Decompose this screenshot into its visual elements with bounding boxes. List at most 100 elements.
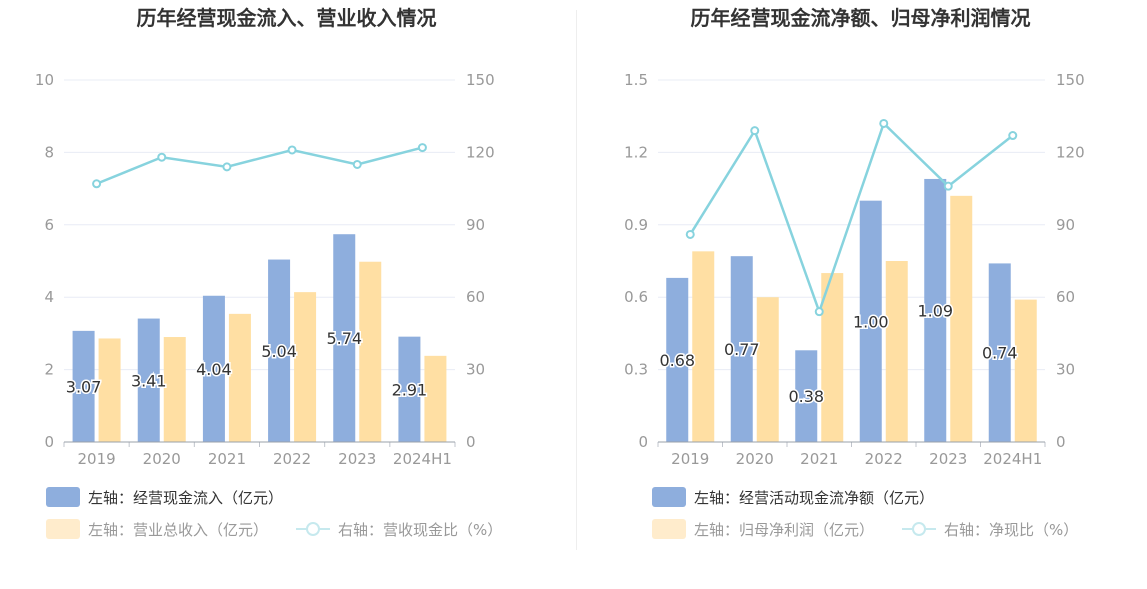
y-right-tick-label: 30 [466,361,485,379]
bar-secondary [228,313,251,442]
bar-primary [398,336,421,442]
legend-item-net-cash-ratio[interactable]: 右轴：净现比（%） [902,518,1078,540]
bar-secondary [1014,299,1037,442]
y-left-tick-label: 10 [35,71,54,89]
bar-primary [730,256,753,442]
line-point [943,181,953,191]
bar-primary [666,277,689,442]
bar-secondary [294,292,317,442]
y-left-tick-label: 2 [44,361,54,379]
legend-item-cash-ratio[interactable]: 右轴：营收现金比（%） [296,518,502,540]
legend-swatch-bar1 [652,487,686,507]
legend-item-cash-inflow[interactable]: 左轴：经营现金流入（亿元） [46,486,283,508]
line-point [685,229,695,239]
bar-primary [137,318,160,442]
x-tick-label: 2024H1 [393,450,452,468]
legend-swatch-line [296,519,330,539]
y-right-tick-label: 90 [466,216,485,234]
y-left-tick-label: 0.9 [624,216,648,234]
chart-title: 历年经营现金流净额、归母净利润情况 [690,6,1031,30]
y-left-tick-label: 0 [638,433,648,451]
legend-label-line: 右轴：净现比（%） [944,520,1079,539]
legend-swatch-bar1 [46,487,80,507]
bar-secondary [98,338,121,442]
line-point [92,179,102,189]
bar-primary [333,234,356,442]
line-point [814,307,824,317]
line-point [879,118,889,128]
data-label: 0.38 [788,387,824,406]
line-point [750,126,760,136]
x-tick-label: 2021 [208,450,246,468]
legend-item-revenue[interactable]: 左轴：营业总收入（亿元） [46,518,268,540]
x-tick-label: 2023 [338,450,376,468]
line-point [222,162,232,172]
legend-swatch-line [902,519,936,539]
data-label: 0.74 [982,344,1018,363]
bar-primary [795,350,818,442]
bar-secondary [359,261,382,442]
bar-secondary [821,273,844,442]
y-left-tick-label: 0.6 [624,288,648,306]
bar-secondary [950,195,973,442]
x-tick-label: 2021 [800,450,838,468]
data-label: 1.09 [917,301,953,320]
legend-label-line: 右轴：营收现金比（%） [338,520,503,539]
data-label: 5.74 [326,329,362,348]
bar-primary [268,259,291,442]
legend-item-net-profit[interactable]: 左轴：归母净利润（亿元） [652,518,874,540]
line-point [352,159,362,169]
y-left-tick-label: 6 [44,216,54,234]
chart-svg-cashflow-revenue: 0 2 4 6 8 10 0 30 60 90 120 150 2019 2020 2021 2022 2023… [35,71,495,468]
x-tick-label: 2019 [77,450,115,468]
y-right-tick-label: 0 [466,433,476,451]
x-tick-label: 2024H1 [983,450,1042,468]
bar-secondary [692,251,715,442]
y-right-tick-label: 120 [1056,143,1085,161]
y-right-tick-label: 0 [1056,433,1066,451]
y-right-tick-label: 90 [1056,216,1075,234]
y-left-tick-label: 0 [44,433,54,451]
panel-divider [576,10,577,550]
legend-label-bar2: 左轴：营业总收入（亿元） [88,520,269,539]
x-tick-label: 2022 [273,450,311,468]
legend-swatch-bar2 [652,519,686,539]
y-right-tick-label: 60 [466,288,485,306]
bar-primary [924,178,947,443]
bar-secondary [885,261,908,442]
bar-secondary [163,337,186,442]
legend-swatch-bar2 [46,519,80,539]
x-tick-label: 2020 [143,450,181,468]
bar-primary [859,200,882,442]
legend-item-net-cashflow[interactable]: 左轴：经营活动现金流净额（亿元） [652,486,934,508]
chart-svg-netcash-profit: 0 0.3 0.6 0.9 1.2 1.5 0 30 60 90 120 150 2019 2020 202… [624,71,1085,468]
x-tick-label: 2019 [671,450,709,468]
legend-label-bar1: 左轴：经营活动现金流净额（亿元） [694,488,935,507]
line-series [96,146,423,185]
line-point [287,145,297,155]
y-left-tick-label: 4 [44,288,54,306]
data-label: 0.77 [724,340,760,359]
bar-secondary [424,355,447,442]
line-point [1008,131,1018,141]
legend-label-bar1: 左轴：经营现金流入（亿元） [88,488,284,507]
y-left-tick-label: 1.2 [624,143,648,161]
line-point [157,152,167,162]
y-left-tick-label: 1.5 [624,71,648,89]
y-right-tick-label: 150 [466,71,495,89]
y-left-tick-label: 8 [44,143,54,161]
bar-primary [72,330,95,442]
y-right-tick-label: 30 [1056,361,1075,379]
x-tick-label: 2020 [736,450,774,468]
legend-label-bar2: 左轴：归母净利润（亿元） [694,520,875,539]
data-label: 4.04 [196,360,232,379]
y-right-tick-label: 150 [1056,71,1085,89]
data-label: 3.07 [66,377,102,396]
bar-primary [202,295,225,442]
line-point [417,143,427,153]
y-right-tick-label: 120 [466,143,495,161]
chart-panel-netcash-profit: 历年经营现金流净额、归母净利润情况 0 0.3 0.6 0.9 1.2 1.5 0 30 60 9… [574,0,1147,589]
chart-panel-cashflow-revenue: 历年经营现金流入、营业收入情况 0 2 4 6 8 10 0 30 60 90 120 150 2019… [0,0,573,589]
x-tick-label: 2023 [929,450,967,468]
y-right-tick-label: 60 [1056,288,1075,306]
